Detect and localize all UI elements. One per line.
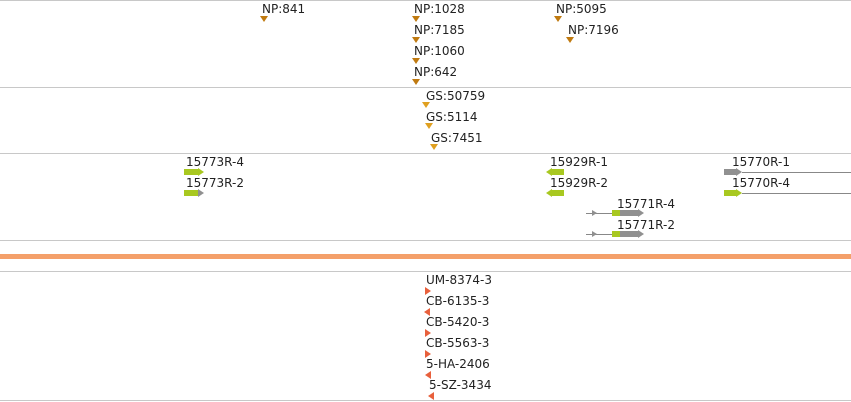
track-separator <box>0 87 851 88</box>
sample-marker-icon[interactable] <box>425 287 431 295</box>
track-separator <box>0 153 851 154</box>
track-separator <box>0 271 851 272</box>
track-divider-band <box>0 254 851 259</box>
gene-label[interactable]: 15771R-2 <box>617 218 675 232</box>
gs-feature-label[interactable]: GS:7451 <box>431 131 483 145</box>
sample-feature-label[interactable]: UM-8374-3 <box>426 273 492 287</box>
gene-strand-arrow-icon <box>198 168 204 176</box>
gene-intron <box>742 172 851 173</box>
gene-strand-arrow-icon <box>638 230 644 238</box>
np-marker-icon[interactable] <box>566 37 574 43</box>
track-separator-bottom <box>0 400 851 401</box>
np-marker-icon[interactable] <box>412 58 420 64</box>
gene-intron <box>742 193 851 194</box>
gene-strand-arrow-icon <box>592 231 597 237</box>
sample-marker-icon[interactable] <box>425 371 431 379</box>
np-marker-icon[interactable] <box>554 16 562 22</box>
np-feature-label[interactable]: NP:7185 <box>414 23 465 37</box>
sample-marker-icon[interactable] <box>425 350 431 358</box>
gene-strand-arrow-icon <box>546 189 552 197</box>
gene-exon[interactable] <box>612 231 620 237</box>
gene-exon[interactable] <box>184 190 198 196</box>
gene-exon[interactable] <box>724 190 736 196</box>
sample-feature-label[interactable]: CB-5563-3 <box>426 336 490 350</box>
gene-exon[interactable] <box>552 190 564 196</box>
gene-label[interactable]: 15771R-4 <box>617 197 675 211</box>
np-feature-label[interactable]: NP:1028 <box>414 2 465 16</box>
np-feature-label[interactable]: NP:1060 <box>414 44 465 58</box>
gs-marker-icon[interactable] <box>422 102 430 108</box>
gene-intron <box>586 234 616 235</box>
track-separator-top <box>0 0 851 1</box>
gene-label[interactable]: 15929R-2 <box>550 176 608 190</box>
gene-intron <box>586 213 616 214</box>
gene-strand-arrow-icon <box>736 168 742 176</box>
gene-exon[interactable] <box>612 210 620 216</box>
gene-label[interactable]: 15929R-1 <box>550 155 608 169</box>
gene-strand-arrow-icon <box>592 210 597 216</box>
np-feature-label[interactable]: NP:642 <box>414 65 458 79</box>
sample-marker-icon[interactable] <box>424 308 430 316</box>
gene-exon[interactable] <box>620 231 638 237</box>
gene-strand-arrow-icon <box>638 209 644 217</box>
gene-label[interactable]: 15773R-2 <box>186 176 244 190</box>
sample-feature-label[interactable]: CB-5420-3 <box>426 315 490 329</box>
gene-label[interactable]: 15770R-1 <box>732 155 790 169</box>
np-marker-icon[interactable] <box>412 16 420 22</box>
sample-marker-icon[interactable] <box>428 392 434 400</box>
gene-exon[interactable] <box>552 169 564 175</box>
np-marker-icon[interactable] <box>412 79 420 85</box>
np-feature-label[interactable]: NP:5095 <box>556 2 607 16</box>
gene-exon[interactable] <box>620 210 638 216</box>
gs-feature-label[interactable]: GS:50759 <box>426 89 486 103</box>
gs-marker-icon[interactable] <box>430 144 438 150</box>
gs-marker-icon[interactable] <box>425 123 433 129</box>
np-feature-label[interactable]: NP:841 <box>262 2 306 16</box>
gene-exon[interactable] <box>724 169 736 175</box>
sample-marker-icon[interactable] <box>425 329 431 337</box>
np-marker-icon[interactable] <box>412 37 420 43</box>
gs-feature-label[interactable]: GS:5114 <box>426 110 478 124</box>
gene-strand-arrow-icon <box>198 189 204 197</box>
gene-label[interactable]: 15773R-4 <box>186 155 244 169</box>
gene-label[interactable]: 15770R-4 <box>732 176 790 190</box>
np-feature-label[interactable]: NP:7196 <box>568 23 619 37</box>
gene-exon[interactable] <box>184 169 198 175</box>
track-separator <box>0 240 851 241</box>
gene-strand-arrow-icon <box>736 189 742 197</box>
gene-strand-arrow-icon <box>546 168 552 176</box>
sample-feature-label[interactable]: 5-SZ-3434 <box>429 378 492 392</box>
sample-feature-label[interactable]: CB-6135-3 <box>426 294 490 308</box>
sample-feature-label[interactable]: 5-HA-2406 <box>426 357 490 371</box>
np-marker-icon[interactable] <box>260 16 268 22</box>
